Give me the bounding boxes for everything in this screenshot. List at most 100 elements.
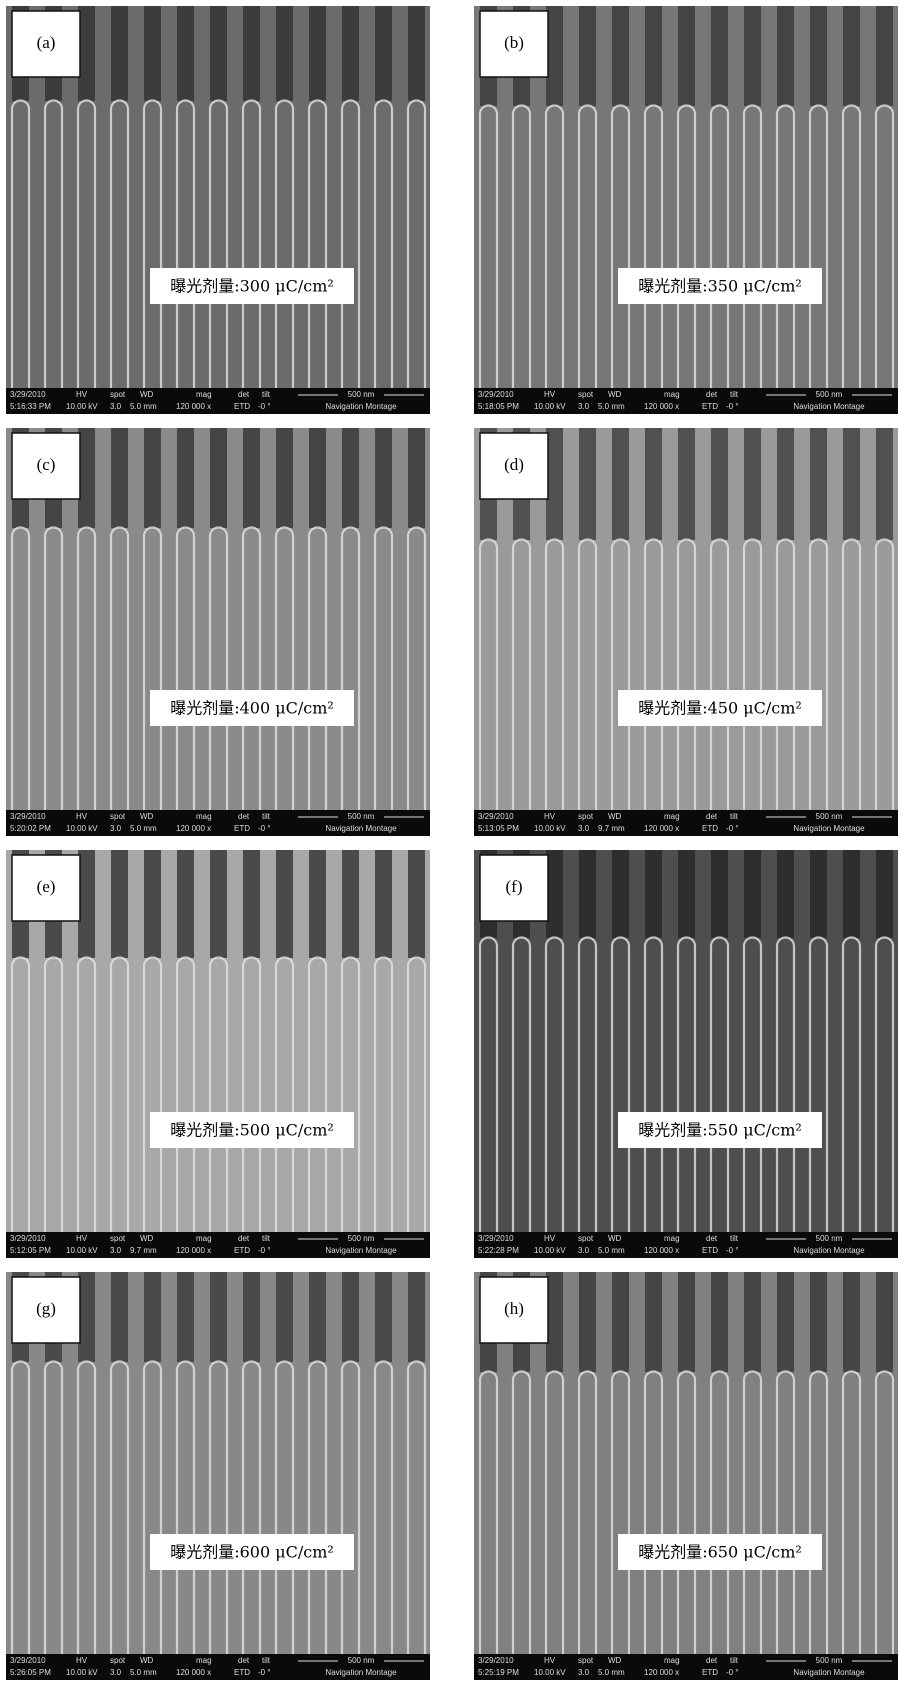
info-tilt: -0 ° (258, 1668, 271, 1677)
info-header: det (706, 1234, 718, 1243)
info-date: 3/29/2010 (10, 1234, 46, 1243)
info-header: HV (76, 1234, 88, 1243)
info-header: mag (664, 1656, 680, 1665)
info-mag: 120 000 x (644, 824, 679, 833)
info-det: ETD (702, 824, 718, 833)
info-header: spot (110, 1656, 126, 1665)
info-header: WD (140, 1656, 154, 1665)
info-spot: 3.0 (578, 402, 590, 411)
info-spot: 3.0 (110, 1668, 122, 1677)
info-spot: 3.0 (110, 1246, 122, 1255)
info-wd: 5.0 mm (598, 402, 625, 411)
info-header: spot (578, 390, 594, 399)
sem-panel: (f)曝光剂量:550 μC/cm²3/29/2010HVspotWDmagde… (474, 850, 898, 1258)
info-hv: 10.00 kV (66, 402, 98, 411)
info-header: WD (140, 812, 154, 821)
info-header: det (706, 390, 718, 399)
info-header: WD (608, 390, 622, 399)
info-montage: Navigation Montage (793, 402, 865, 411)
info-header: tilt (730, 390, 739, 399)
panel-label: (h) (504, 1299, 524, 1318)
info-wd: 9.7 mm (130, 1246, 157, 1255)
panel-label: (c) (37, 455, 56, 474)
info-time: 5:16:33 PM (10, 402, 51, 411)
panel-label: (g) (36, 1299, 56, 1318)
info-spot: 3.0 (578, 1668, 590, 1677)
panel-label: (b) (504, 33, 524, 52)
info-header: mag (664, 1234, 680, 1243)
info-header: tilt (262, 390, 271, 399)
info-hv: 10.00 kV (66, 1668, 98, 1677)
panel-caption: 曝光剂量:650 μC/cm² (638, 1543, 802, 1562)
info-spot: 3.0 (110, 824, 122, 833)
info-header: tilt (262, 1234, 271, 1243)
info-mag: 120 000 x (176, 1668, 211, 1677)
info-date: 3/29/2010 (10, 812, 46, 821)
info-tilt: -0 ° (726, 824, 739, 833)
info-header: mag (196, 390, 212, 399)
info-header: det (238, 812, 250, 821)
info-header: tilt (262, 1656, 271, 1665)
panel-label: (a) (37, 33, 56, 52)
info-montage: Navigation Montage (793, 824, 865, 833)
info-det: ETD (234, 1246, 250, 1255)
scale-label: 500 nm (348, 812, 375, 821)
info-header: spot (578, 1656, 594, 1665)
info-hv: 10.00 kV (66, 824, 98, 833)
panel-caption: 曝光剂量:450 μC/cm² (638, 699, 802, 718)
info-mag: 120 000 x (176, 402, 211, 411)
info-date: 3/29/2010 (478, 812, 514, 821)
scale-label: 500 nm (348, 1656, 375, 1665)
info-montage: Navigation Montage (793, 1668, 865, 1677)
info-tilt: -0 ° (726, 1246, 739, 1255)
info-date: 3/29/2010 (478, 1234, 514, 1243)
info-header: mag (664, 812, 680, 821)
info-mag: 120 000 x (644, 1668, 679, 1677)
info-det: ETD (234, 1668, 250, 1677)
info-tilt: -0 ° (726, 1668, 739, 1677)
info-header: spot (578, 812, 594, 821)
info-det: ETD (702, 1668, 718, 1677)
info-header: spot (110, 812, 126, 821)
info-montage: Navigation Montage (325, 824, 397, 833)
info-header: det (238, 1656, 250, 1665)
info-date: 3/29/2010 (10, 1656, 46, 1665)
info-mag: 120 000 x (644, 402, 679, 411)
info-header: det (238, 390, 250, 399)
info-header: spot (110, 390, 126, 399)
info-header: mag (196, 1656, 212, 1665)
info-wd: 5.0 mm (130, 824, 157, 833)
info-montage: Navigation Montage (325, 1668, 397, 1677)
figure: (a) 曝光剂量:300 μC/cm² 3/29/2010 HV spot WD mag de… (0, 0, 904, 1692)
panel-label: (f) (506, 877, 523, 896)
info-mag: 120 000 x (644, 1246, 679, 1255)
info-header: tilt (730, 1656, 739, 1665)
info-header: WD (608, 1656, 622, 1665)
panel-caption: 曝光剂量:400 μC/cm² (170, 699, 334, 718)
info-spot: 3.0 (110, 402, 122, 411)
info-wd: 5.0 mm (130, 402, 157, 411)
info-header: WD (608, 812, 622, 821)
sem-panel: (e)曝光剂量:500 μC/cm²3/29/2010HVspotWDmagde… (6, 850, 430, 1258)
info-mag: 120 000 x (176, 824, 211, 833)
panel-caption: 曝光剂量:500 μC/cm² (170, 1121, 334, 1140)
info-tilt: -0 ° (258, 402, 271, 411)
info-header: tilt (262, 812, 271, 821)
scale-label: 500 nm (348, 1234, 375, 1243)
info-date: 3/29/2010 (478, 1656, 514, 1665)
info-time: 5:12:05 PM (10, 1246, 51, 1255)
info-spot: 3.0 (578, 1246, 590, 1255)
scale-label: 500 nm (348, 390, 375, 399)
panel-caption: 曝光剂量:300 μC/cm² (170, 277, 334, 296)
scale-label: 500 nm (816, 1656, 843, 1665)
info-header: WD (140, 1234, 154, 1243)
info-header: WD (140, 390, 154, 399)
info-date: 3/29/2010 (478, 390, 514, 399)
info-det: ETD (702, 402, 718, 411)
info-header: det (706, 812, 718, 821)
info-header: spot (578, 1234, 594, 1243)
info-date: 3/29/2010 (10, 390, 46, 399)
